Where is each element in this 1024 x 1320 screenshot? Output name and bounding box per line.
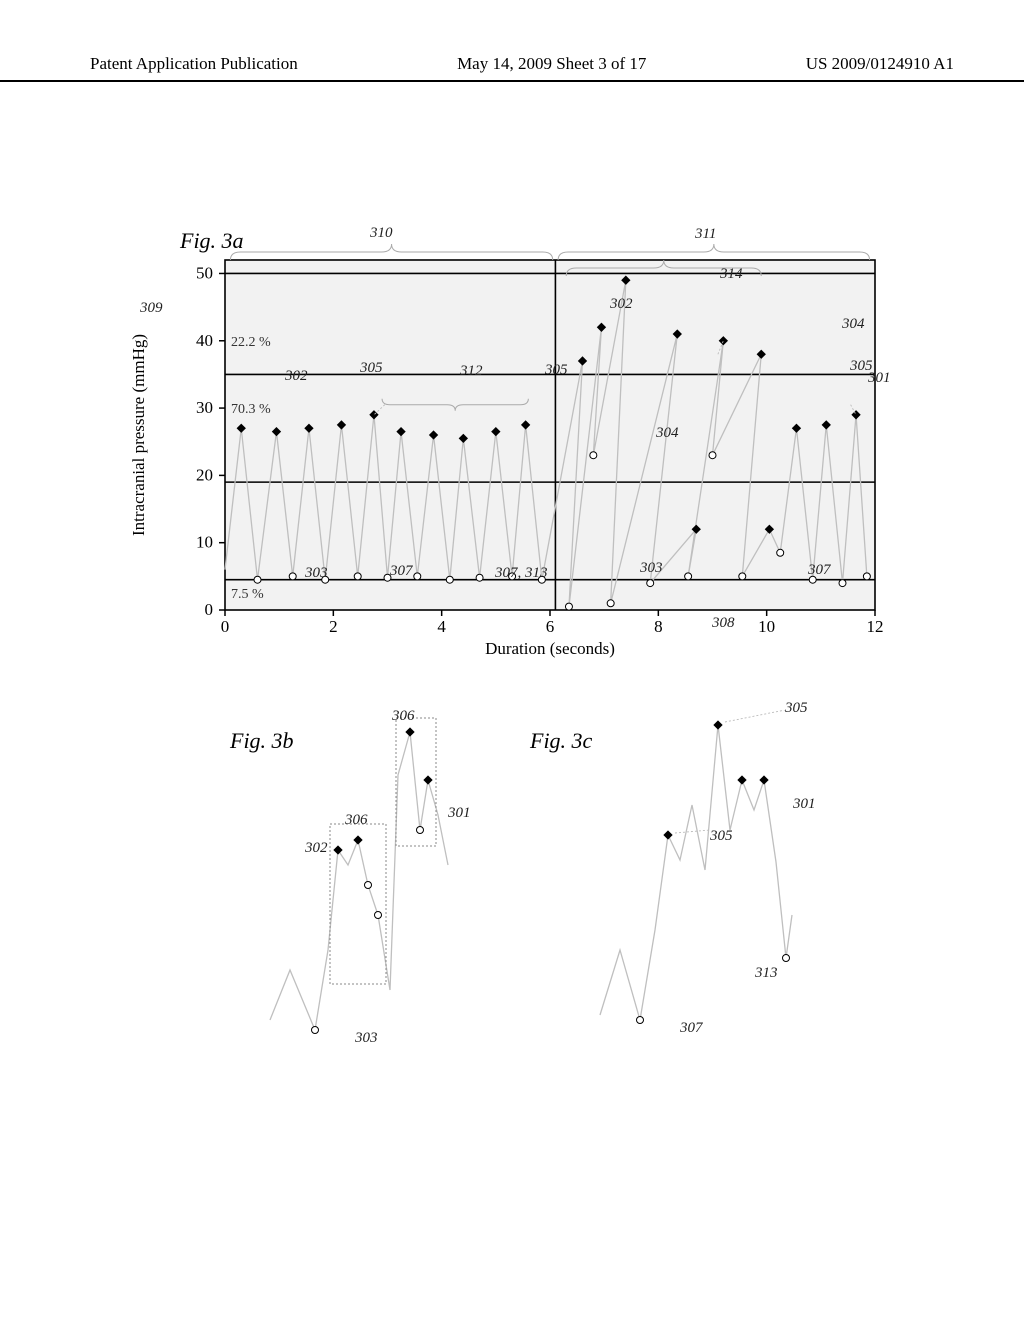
- ref-303: 303: [640, 560, 663, 577]
- ref-306: 306: [392, 708, 415, 725]
- svg-text:10: 10: [758, 617, 775, 636]
- ref-301: 301: [793, 796, 816, 813]
- ref-302: 302: [305, 840, 328, 857]
- svg-text:0: 0: [205, 600, 214, 619]
- ref-307: 307: [390, 563, 413, 580]
- header-left: Patent Application Publication: [90, 54, 298, 74]
- ref-304: 304: [842, 316, 865, 333]
- ref-307: 307: [680, 1020, 703, 1037]
- ref-308: 308: [712, 615, 735, 632]
- svg-text:12: 12: [867, 617, 884, 636]
- ref-311: 311: [695, 226, 716, 243]
- ref-304: 304: [656, 425, 679, 442]
- ref-302: 302: [285, 368, 308, 385]
- fig3bc-svg: [210, 710, 890, 1070]
- ref-301: 301: [448, 805, 471, 822]
- ref-305: 305: [360, 360, 383, 377]
- svg-text:22.2 %: 22.2 %: [231, 335, 271, 350]
- svg-text:Duration (seconds): Duration (seconds): [485, 639, 615, 658]
- ref-305: 305: [545, 362, 568, 379]
- fig3a-chart: 0 2 4 6 8 10 12 0 10 20 30 40 50 Duration (seconds) In…: [120, 220, 890, 670]
- ref-303: 303: [355, 1030, 378, 1047]
- fig3a-svg: 0 2 4 6 8 10 12 0 10 20 30 40 50 Duration (seconds) In…: [120, 220, 890, 670]
- svg-text:10: 10: [196, 533, 213, 552]
- svg-text:40: 40: [196, 331, 213, 350]
- svg-text:Intracranial pressure (mmHg): Intracranial pressure (mmHg): [129, 334, 148, 536]
- ref-307313: 307, 313: [495, 565, 548, 582]
- ref-313: 313: [755, 965, 778, 982]
- ref-303: 303: [305, 565, 328, 582]
- ref-314: 314: [720, 266, 743, 283]
- header-middle: May 14, 2009 Sheet 3 of 17: [457, 54, 646, 74]
- ref-302: 302: [610, 296, 633, 313]
- svg-text:2: 2: [329, 617, 338, 636]
- svg-text:7.5 %: 7.5 %: [231, 587, 264, 602]
- page-header: Patent Application Publication May 14, 2…: [0, 54, 1024, 82]
- ref-312: 312: [460, 363, 483, 380]
- svg-text:70.3 %: 70.3 %: [231, 402, 271, 417]
- ref-305: 305: [785, 700, 808, 717]
- ref-307: 307: [808, 562, 831, 579]
- ref-305: 305: [850, 358, 873, 375]
- svg-text:8: 8: [654, 617, 663, 636]
- svg-text:30: 30: [196, 398, 213, 417]
- fig3bc-chart: [210, 710, 830, 1060]
- svg-text:50: 50: [196, 263, 213, 282]
- svg-text:0: 0: [221, 617, 230, 636]
- ref-305: 305: [710, 828, 733, 845]
- ref-310: 310: [370, 225, 393, 242]
- ref-309: 309: [140, 300, 163, 317]
- ref-306: 306: [345, 812, 368, 829]
- svg-text:4: 4: [437, 617, 446, 636]
- svg-text:6: 6: [546, 617, 555, 636]
- header-right: US 2009/0124910 A1: [806, 54, 954, 74]
- svg-text:20: 20: [196, 465, 213, 484]
